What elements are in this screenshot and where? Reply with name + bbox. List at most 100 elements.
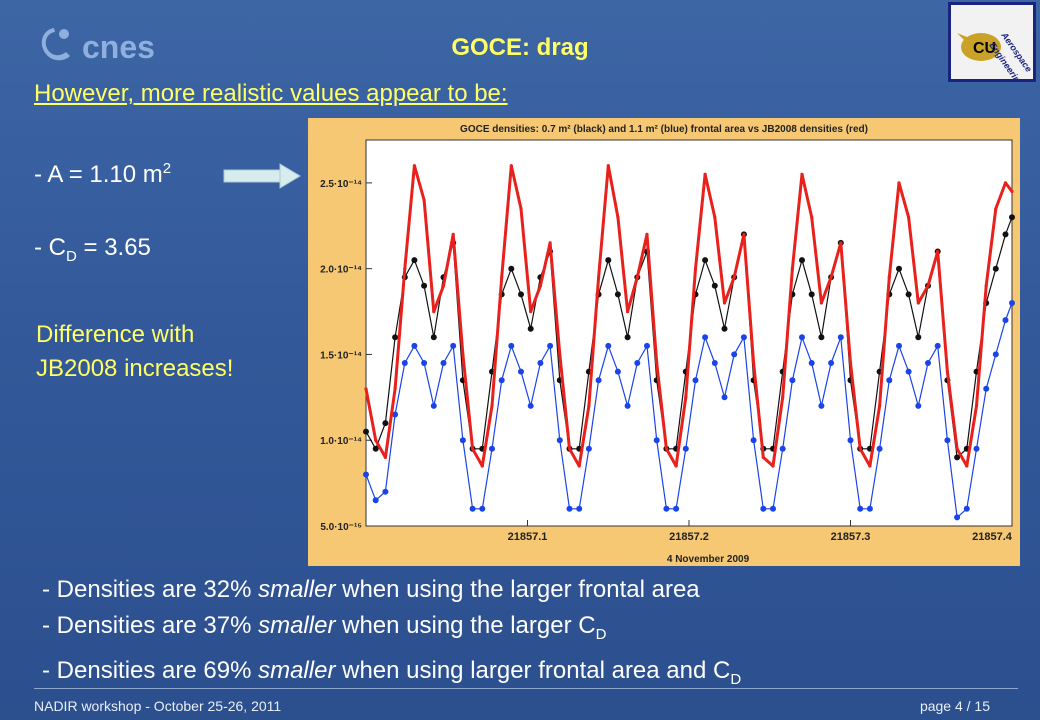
param-area: - A = 1.10 m2: [34, 160, 171, 189]
data-point: [587, 404, 591, 408]
param-cd-value: = 3.65: [76, 234, 151, 261]
svg-text:CU: CU: [973, 40, 996, 57]
data-point: [954, 514, 961, 521]
data-point: [606, 164, 610, 168]
chart-series: [363, 164, 1015, 521]
svg-text:cnes: cnes: [82, 29, 155, 65]
footer-divider: [34, 688, 1018, 689]
difference-note-line-2: JB2008 increases!: [36, 355, 234, 382]
data-point: [566, 505, 573, 512]
data-point: [509, 164, 513, 168]
data-point: [653, 437, 660, 444]
data-point: [635, 275, 639, 279]
data-point: [450, 342, 457, 349]
data-point: [839, 241, 843, 245]
data-point: [430, 402, 437, 409]
data-point: [721, 325, 728, 332]
data-point: [992, 265, 999, 272]
data-point: [837, 334, 844, 341]
bullet-list: - Densities are 32% smaller when using t…: [42, 572, 741, 698]
data-point: [432, 310, 436, 314]
data-point: [461, 352, 465, 356]
data-point: [974, 404, 979, 408]
data-point: [624, 334, 631, 341]
data-point: [403, 267, 407, 271]
bullet-2-sub: D: [595, 625, 607, 643]
data-point: [655, 361, 659, 365]
data-point: [800, 172, 804, 176]
data-point: [915, 334, 922, 341]
series-blue: [363, 300, 1015, 521]
data-point: [421, 360, 428, 366]
data-point: [944, 437, 951, 444]
data-point: [547, 342, 554, 349]
data-point: [1002, 317, 1009, 324]
data-point: [519, 207, 523, 211]
chart-title: GOCE densities: 0.7 m² (black) and 1.1 m…: [460, 124, 868, 135]
data-point: [926, 284, 930, 288]
data-point: [711, 360, 718, 366]
data-point: [585, 445, 592, 452]
data-point: [866, 505, 873, 512]
chart-axes: 21857.1 21857.2 21857.3 21857.4 5.0·10⁻¹⁵ 1.0…: [320, 179, 1013, 543]
y-tick-label: 5.0·10⁻¹⁵: [320, 522, 362, 533]
plot-area: [365, 139, 1013, 527]
param-cd: - CD = 3.65: [34, 234, 151, 265]
data-point: [732, 275, 736, 279]
y-tick-label: 1.0·10⁻¹⁴: [320, 436, 362, 447]
data-point: [595, 377, 602, 384]
data-point: [374, 438, 378, 442]
data-point: [479, 505, 486, 512]
data-point: [936, 249, 940, 254]
bullet-3-text-a: - Densities are 69%: [42, 656, 259, 684]
data-point: [411, 257, 418, 264]
data-point: [722, 301, 727, 305]
data-point: [556, 437, 563, 444]
data-point: [634, 360, 641, 366]
data-point: [1009, 214, 1015, 221]
data-point: [663, 505, 670, 512]
data-point: [489, 445, 495, 452]
data-point: [905, 291, 912, 298]
data-point: [810, 215, 814, 219]
data-point: [614, 368, 621, 375]
data-point: [480, 464, 484, 468]
data-point: [781, 395, 785, 399]
data-point: [1002, 231, 1009, 238]
data-point: [713, 215, 717, 219]
bullet-1: - Densities are 32% smaller when using t…: [42, 572, 741, 608]
data-point: [469, 505, 476, 512]
data-point: [644, 342, 650, 349]
data-point: [490, 404, 494, 408]
data-point: [372, 497, 379, 504]
data-point: [905, 368, 912, 375]
data-point: [934, 342, 941, 349]
y-tick-label: 1.5·10⁻¹⁴: [320, 350, 362, 361]
data-point: [605, 342, 612, 349]
data-point: [412, 164, 416, 168]
data-point: [779, 445, 786, 452]
data-point: [992, 351, 999, 358]
buffalo-cu-icon: CU Aerospace Engineering: [957, 30, 1034, 89]
data-point: [411, 342, 418, 349]
slide-title: GOCE: drag: [451, 34, 589, 61]
data-point: [857, 505, 864, 512]
data-point: [1009, 300, 1015, 306]
data-point: [819, 301, 823, 305]
data-point: [925, 360, 931, 366]
bullet-2-text-a: - Densities are 37%: [42, 612, 259, 639]
data-point: [916, 301, 920, 305]
data-point: [799, 334, 805, 341]
data-point: [896, 342, 902, 349]
data-point: [829, 275, 833, 279]
data-point: [703, 172, 707, 176]
data-point: [364, 387, 368, 391]
data-point: [868, 464, 872, 468]
bullet-1-emphasis: smaller: [258, 576, 336, 603]
data-point: [954, 454, 961, 461]
data-point: [702, 334, 709, 341]
data-point: [372, 445, 379, 452]
data-point: [605, 257, 612, 264]
data-point: [907, 215, 911, 219]
data-point: [973, 445, 980, 452]
